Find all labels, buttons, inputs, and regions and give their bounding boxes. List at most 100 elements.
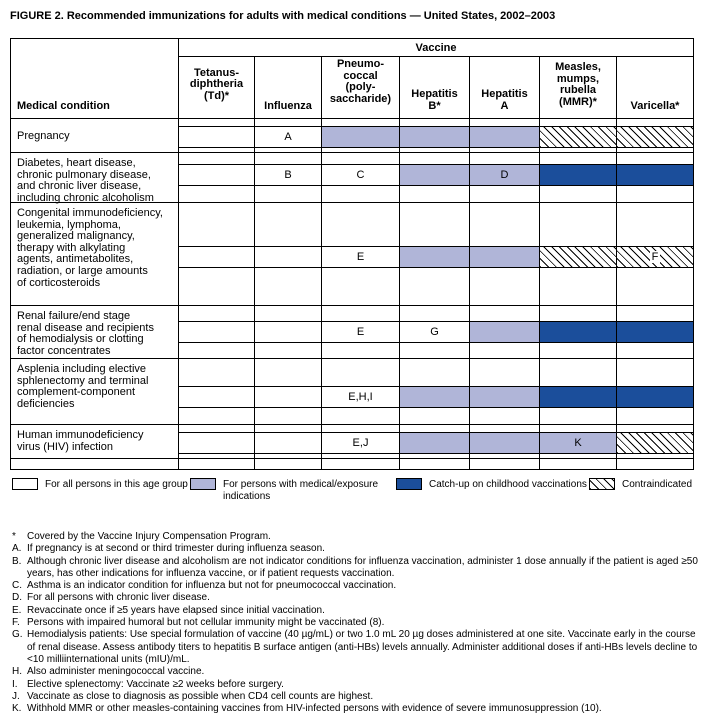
cell-stripe [617, 126, 693, 148]
vaccine-cell [616, 359, 693, 424]
footnote-label: H. [12, 666, 22, 678]
footnote-text: Covered by the Vaccine Injury Compensati… [27, 531, 271, 542]
vaccine-cell: F [616, 203, 693, 305]
condition-cell: Asplenia including elective sphlenectomy… [17, 363, 149, 410]
vaccine-cell: E,H,I [321, 359, 399, 424]
cell-stripe [470, 432, 539, 454]
footnote-item: K. Withhold MMR or other measles-containi… [12, 703, 700, 715]
legend-item-medical-exposure: For persons with medical/exposure indica… [190, 478, 396, 502]
vaccine-cell: K [539, 425, 616, 458]
footnote-text: If pregnancy is at second or third trime… [27, 543, 325, 555]
cell-stripe [322, 126, 399, 148]
cell-stripe [179, 126, 254, 148]
footnote-item: C. Asthma is an indicator condition for i… [12, 580, 700, 592]
cell-stripe [617, 432, 693, 454]
footnote-item: * Covered by the Vaccine Injury Compensat… [12, 531, 700, 543]
filler-cell [178, 459, 254, 469]
cell-stripe [540, 321, 616, 343]
filler-cell [469, 459, 539, 469]
filler-cell [399, 459, 469, 469]
footnote-item: B. Although chronic liver disease and alc… [12, 556, 700, 581]
vaccine-cell: D [469, 153, 539, 205]
footnote-text: Vaccinate as close to diagnosis as possi… [27, 690, 374, 702]
cell-stripe: E,J [322, 432, 399, 454]
vaccine-cell [254, 203, 321, 305]
footnote-label: D. [12, 592, 22, 604]
cell-stripe [255, 432, 321, 454]
footnote-text: Persons with impaired humoral but not ce… [27, 617, 385, 629]
table-row-asplenia: Asplenia including elective sphlenectomy… [11, 359, 693, 425]
immunization-table: Vaccine Medical condition Tetanus- dipht… [10, 38, 694, 470]
vaccine-cell [254, 306, 321, 358]
legend-swatch-catch-up [396, 478, 422, 490]
footnote-label: K. [12, 703, 22, 715]
footnote-text: Revaccinate once if ≥5 years have elapse… [27, 604, 325, 616]
cell-stripe [470, 126, 539, 148]
footnote-text: Also administer meningococcal vaccine. [27, 666, 205, 678]
table-header-columns: Medical condition Tetanus- diphtheria (T… [11, 57, 693, 119]
cell-stripe [470, 246, 539, 268]
legend-label: Catch-up on childhood vaccinations [429, 479, 587, 490]
table-row-diabetes: Diabetes, heart disease, chronic pulmona… [11, 153, 693, 205]
vaccine-cell [616, 306, 693, 358]
cell-stripe [400, 432, 469, 454]
footnote-item: F. Persons with impaired humoral but not … [12, 617, 700, 629]
column-header-td: Tetanus- diphtheria (Td)* [178, 57, 254, 118]
cell-stripe [540, 386, 616, 408]
vaccine-cell [399, 153, 469, 205]
footnote-item: I. Elective splenectomy: Vaccinate ≥2 wee… [12, 679, 700, 691]
column-header-mmr: Measles, mumps, rubella (MMR)* [539, 57, 616, 118]
vaccine-cell [178, 203, 254, 305]
cell-stripe: C [322, 164, 399, 186]
cell-stripe [400, 164, 469, 186]
vaccine-cell [469, 425, 539, 458]
cell-stripe [179, 386, 254, 408]
vaccine-cell [178, 306, 254, 358]
footnote-label: C. [12, 580, 22, 592]
footnote-label: B. [12, 555, 22, 567]
vaccine-cell [178, 119, 254, 152]
cell-stripe [179, 321, 254, 343]
cell-stripe: D [470, 164, 539, 186]
cell-stripe [617, 386, 693, 408]
footnote-label: E. [12, 604, 22, 616]
figure-title: FIGURE 2. Recommended immunizations for … [10, 10, 556, 22]
cell-stripe [470, 386, 539, 408]
legend-item-contraindicated: Contraindicated [589, 478, 692, 502]
filler-cell [321, 459, 399, 469]
footnote-text: For all persons with chronic liver disea… [27, 592, 210, 604]
column-header-pneumococcal: Pneumo- coccal (poly- saccharide) [321, 57, 399, 118]
condition-cell: Human immunodeficiency virus (HIV) infec… [17, 429, 144, 453]
cell-stripe: A [255, 126, 321, 148]
condition-cell: Pregnancy [17, 130, 70, 142]
table-row-immunodeficiency: Congenital immunodeficiency, leukemia, l… [11, 203, 693, 306]
cell-stripe: F [617, 246, 693, 268]
cell-stripe: K [540, 432, 616, 454]
cell-stripe: B [255, 164, 321, 186]
cell-stripe [470, 321, 539, 343]
vaccine-cell [616, 425, 693, 458]
cell-stripe: E [322, 246, 399, 268]
legend-swatch-contraindicated [589, 478, 615, 490]
cell-stripe [540, 164, 616, 186]
cell-stripe [617, 321, 693, 343]
vaccine-cell [321, 119, 399, 152]
cell-stripe [179, 164, 254, 186]
cell-stripe [540, 126, 616, 148]
table-filler-row [11, 459, 693, 469]
column-header-varicella: Varicella* [616, 57, 693, 118]
vaccine-cell [399, 359, 469, 424]
vaccine-cell: E [321, 306, 399, 358]
cell-stripe [400, 386, 469, 408]
legend-item-all-persons: For all persons in this age group [12, 478, 190, 502]
table-row-pregnancy: Pregnancy A [11, 119, 693, 153]
condition-cell: Diabetes, heart disease, chronic pulmona… [17, 157, 154, 204]
legend-label: Contraindicated [622, 479, 693, 490]
cell-stripe [255, 386, 321, 408]
vaccine-cell [616, 119, 693, 152]
legend: For all persons in this age group For pe… [12, 478, 700, 502]
vaccine-group-header: Vaccine [178, 39, 693, 57]
vaccine-cell [469, 306, 539, 358]
filler-cell [254, 459, 321, 469]
vaccine-cell [399, 119, 469, 152]
